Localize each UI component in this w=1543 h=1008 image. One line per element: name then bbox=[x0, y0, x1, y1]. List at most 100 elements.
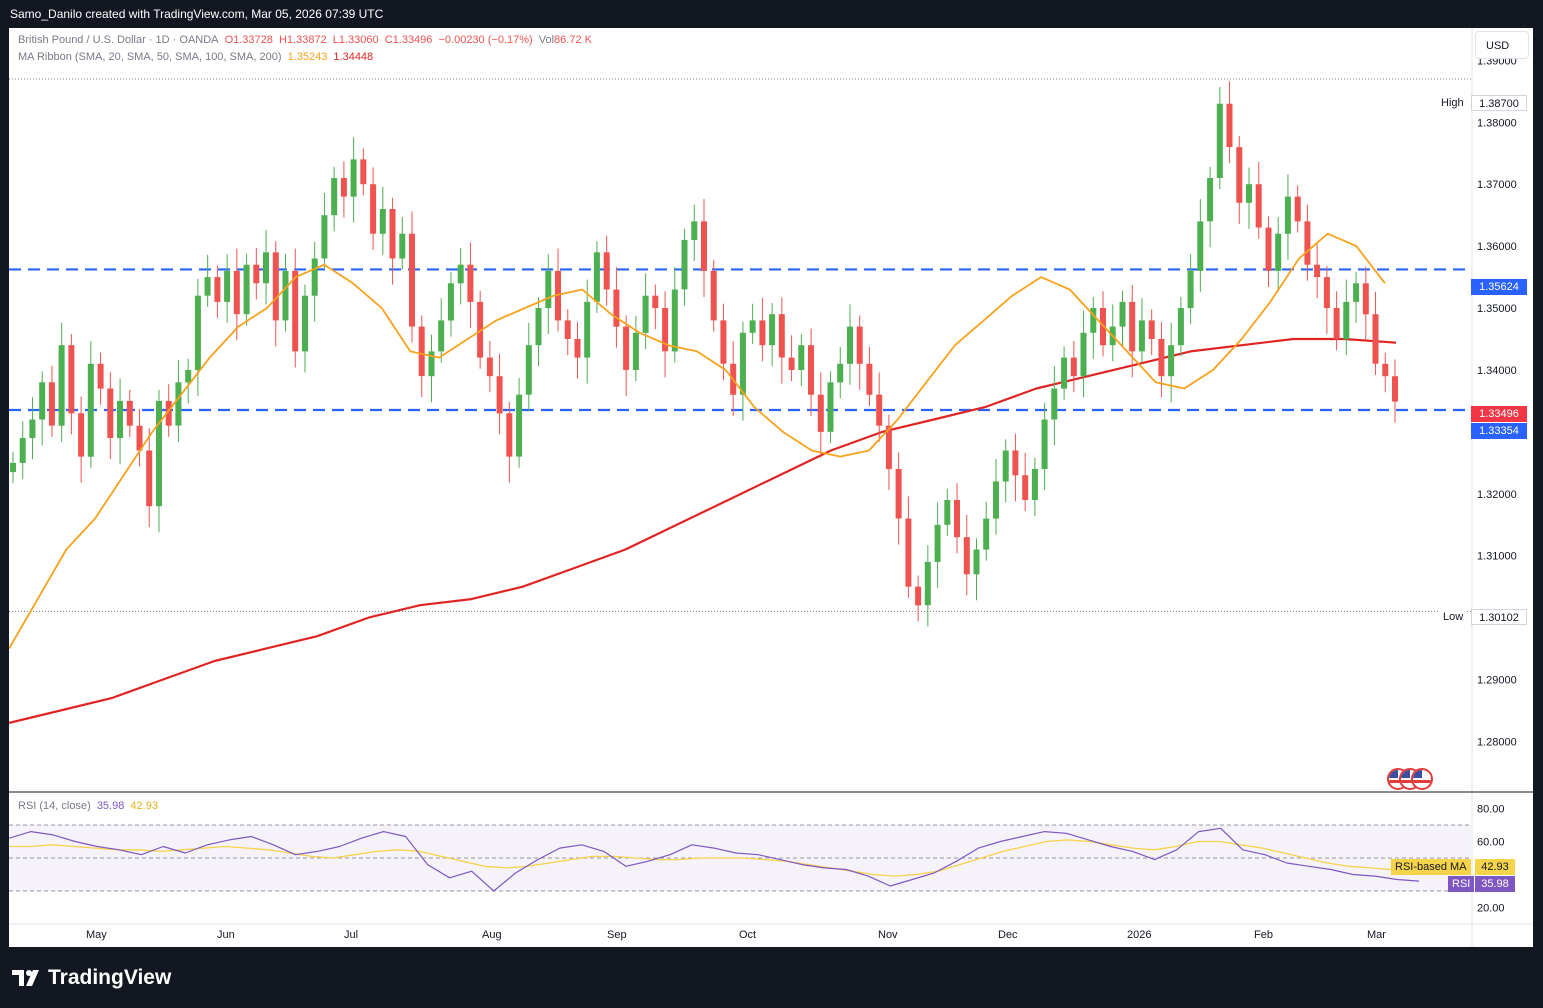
candle-body bbox=[165, 400, 172, 426]
candle-body bbox=[983, 518, 990, 550]
candle-body bbox=[866, 363, 873, 395]
ohlc-change: −0.00230 (−0.17%) bbox=[438, 34, 533, 46]
candle-body bbox=[117, 400, 123, 438]
candle-body bbox=[29, 419, 36, 439]
candle-body bbox=[1304, 221, 1311, 265]
candle-body bbox=[1314, 264, 1321, 278]
candle-body bbox=[194, 295, 201, 370]
candle-body bbox=[973, 549, 980, 575]
candle-body bbox=[48, 382, 55, 426]
candle-body bbox=[263, 252, 269, 284]
candle-body bbox=[292, 270, 299, 352]
candle-body bbox=[1012, 450, 1019, 476]
candle-body bbox=[1207, 178, 1214, 222]
candle-body bbox=[1129, 301, 1136, 352]
candle-body bbox=[593, 252, 600, 302]
candle-body bbox=[477, 301, 484, 358]
price-tick-label: 1.38000 bbox=[1477, 117, 1517, 129]
candle-body bbox=[204, 277, 211, 296]
candle-body bbox=[778, 314, 785, 358]
candle-body bbox=[847, 326, 853, 364]
chart-frame[interactable]: 1.39000 1.38000 1.37000 1.36000 1.35000 1.340… bbox=[9, 28, 1533, 947]
candle-body bbox=[185, 370, 192, 383]
candle-body bbox=[1284, 196, 1291, 234]
tradingview-logo-icon bbox=[12, 970, 39, 986]
candle-body bbox=[681, 239, 688, 290]
time-tick-label: Jun bbox=[217, 929, 235, 941]
candle-body bbox=[749, 320, 756, 333]
candle-body bbox=[1022, 475, 1029, 500]
candle-body bbox=[1197, 221, 1204, 271]
candle-body bbox=[895, 469, 902, 519]
candle-body bbox=[1031, 469, 1038, 500]
rsi-ma-line bbox=[9, 839, 1393, 877]
candle-body bbox=[798, 345, 805, 370]
rsi-legend: RSI (14, close) 35.98 42.93 bbox=[18, 800, 161, 812]
author-bar: Samo_Danilo created with TradingView.com… bbox=[0, 0, 1543, 28]
candle-body bbox=[1294, 196, 1301, 222]
candle-body bbox=[1275, 233, 1282, 271]
candle-body bbox=[1187, 270, 1194, 309]
candle-body bbox=[253, 264, 260, 284]
us-flag-icon[interactable] bbox=[1411, 768, 1433, 790]
candle-body bbox=[944, 500, 951, 525]
candle-body bbox=[272, 252, 279, 321]
candle-body bbox=[788, 357, 795, 370]
rsi-legend-value: 35.98 bbox=[96, 800, 125, 812]
candle-body bbox=[905, 518, 912, 587]
ma2-value: 1.34448 bbox=[333, 51, 374, 63]
candle-body bbox=[1002, 450, 1009, 482]
candle-body bbox=[613, 289, 620, 327]
price-tick-label: 1.28000 bbox=[1477, 736, 1517, 748]
ohlc-low: L1.33060 bbox=[332, 34, 379, 46]
volume-label: Vol bbox=[538, 34, 555, 46]
price-tick-label: 1.39000 bbox=[1477, 55, 1517, 67]
candle-body bbox=[720, 320, 727, 364]
tradingview-logo[interactable]: TradingView bbox=[12, 966, 171, 990]
candle-body bbox=[1372, 314, 1379, 364]
candle-body bbox=[691, 221, 698, 240]
low-value: 1.30102 bbox=[1471, 609, 1527, 625]
rsi-ma-axis-label: RSI-based MA bbox=[1391, 859, 1471, 875]
candle-body bbox=[739, 332, 746, 395]
time-tick-label: 2026 bbox=[1127, 929, 1151, 941]
candle-body bbox=[136, 425, 143, 451]
candle-body bbox=[632, 332, 639, 370]
ma200-line bbox=[9, 337, 1397, 724]
candle-body bbox=[409, 233, 415, 327]
time-tick-label: Sep bbox=[607, 929, 627, 941]
candle-body bbox=[224, 270, 231, 302]
high-label: High bbox=[1437, 95, 1468, 111]
rsi-tick-label: 60.00 bbox=[1477, 837, 1505, 849]
candle-body bbox=[10, 462, 16, 473]
candle-body bbox=[1051, 388, 1058, 420]
price-chart[interactable]: 1.39000 1.38000 1.37000 1.36000 1.35000 1.340… bbox=[9, 28, 1533, 947]
time-tick-label: Dec bbox=[998, 929, 1018, 941]
time-tick-label: Aug bbox=[482, 929, 502, 941]
candle-body bbox=[457, 264, 464, 284]
candle-body bbox=[175, 382, 182, 426]
volume-value: 86.72 K bbox=[554, 34, 592, 46]
candle-body bbox=[1168, 345, 1175, 377]
candle-body bbox=[1119, 301, 1126, 327]
ma20-line bbox=[9, 232, 1386, 650]
currency-button[interactable]: USD bbox=[1475, 31, 1529, 59]
candle-body bbox=[1138, 320, 1145, 352]
candle-body bbox=[808, 345, 814, 395]
candle-body bbox=[379, 209, 386, 234]
rsi-ma-legend-value: 42.93 bbox=[130, 800, 158, 812]
level-upper-label: 1.35624 bbox=[1471, 279, 1527, 295]
candle-body bbox=[1392, 376, 1398, 402]
candle-body bbox=[934, 524, 941, 562]
candle-body bbox=[574, 339, 581, 358]
candle-body bbox=[1236, 147, 1243, 203]
candle-body bbox=[107, 388, 114, 438]
time-tick-label: Mar bbox=[1367, 929, 1386, 941]
events-flags[interactable] bbox=[1387, 766, 1433, 790]
candle-body bbox=[97, 363, 104, 389]
candle-body bbox=[827, 382, 834, 432]
candle-body bbox=[39, 382, 46, 420]
low-label: Low bbox=[1439, 609, 1468, 625]
high-value: 1.38700 bbox=[1471, 95, 1527, 111]
rsi-tick-label: 80.00 bbox=[1477, 804, 1505, 816]
